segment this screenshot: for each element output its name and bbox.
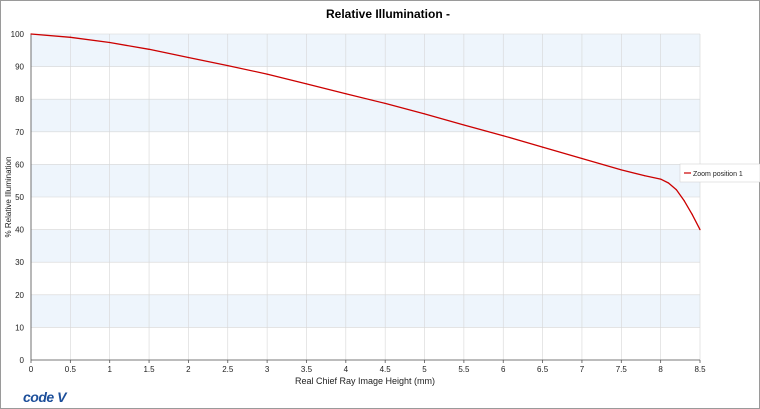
y-tick-label: 70 — [15, 128, 24, 137]
x-tick-label: 2 — [186, 365, 191, 374]
x-tick-label: 7.5 — [616, 365, 628, 374]
x-tick-label: 8 — [658, 365, 663, 374]
x-tick-label: 4.5 — [380, 365, 392, 374]
data-point — [227, 65, 229, 67]
data-point — [502, 135, 504, 137]
data-point — [423, 113, 426, 115]
data-point — [620, 169, 622, 171]
data-point — [187, 56, 190, 59]
data-point — [109, 41, 111, 44]
data-point — [384, 102, 386, 105]
grid-band — [31, 34, 700, 67]
x-tick-label: 8.5 — [694, 365, 706, 374]
data-point — [667, 182, 670, 184]
data-point — [691, 213, 693, 215]
data-point — [699, 229, 701, 231]
y-tick-label: 40 — [15, 226, 24, 235]
x-tick-label: 3.5 — [301, 365, 313, 374]
y-tick-label: 50 — [15, 193, 24, 202]
x-tick-label: 1.5 — [143, 365, 155, 374]
x-tick-label: 0.5 — [65, 365, 77, 374]
data-point — [463, 124, 465, 126]
x-tick-label: 4 — [344, 365, 349, 374]
data-point — [581, 157, 583, 160]
x-tick-label: 5.5 — [458, 365, 470, 374]
data-point — [644, 175, 646, 177]
legend-label: Zoom position 1 — [693, 171, 743, 178]
x-axis-label: Real Chief Ray Image Height (mm) — [295, 376, 435, 386]
data-point — [675, 189, 677, 191]
data-point — [541, 146, 544, 148]
y-tick-label: 80 — [15, 95, 24, 104]
data-point — [660, 178, 662, 180]
x-tick-label: 5 — [422, 365, 427, 374]
x-tick-label: 0 — [29, 365, 34, 374]
y-tick-label: 100 — [11, 30, 25, 39]
data-point — [266, 73, 268, 75]
chart-title: Relative Illumination - — [326, 7, 450, 21]
x-tick-label: 3 — [265, 365, 270, 374]
x-tick-label: 7 — [580, 365, 585, 374]
y-tick-label: 60 — [15, 160, 24, 169]
y-axis-label: % Relative Illumination — [4, 157, 13, 238]
grid-band — [31, 99, 700, 132]
y-tick-label: 10 — [15, 323, 24, 332]
data-point — [305, 83, 308, 85]
y-tick-label: 90 — [15, 63, 24, 72]
x-tick-label: 6.5 — [537, 365, 549, 374]
y-tick-label: 30 — [15, 258, 24, 267]
grid-band — [31, 164, 700, 197]
grid-band — [31, 229, 700, 263]
data-point — [148, 48, 150, 50]
y-tick-label: 0 — [20, 356, 25, 365]
y-tick-label: 20 — [15, 291, 24, 300]
data-point — [345, 93, 347, 95]
legend: Zoom position 1 — [679, 163, 760, 183]
data-point — [69, 36, 71, 38]
data-point — [30, 33, 32, 35]
codev-logo: code V — [23, 389, 66, 405]
data-point — [683, 200, 685, 202]
grid-band — [31, 294, 700, 328]
x-tick-label: 6 — [501, 365, 506, 374]
x-tick-label: 2.5 — [222, 365, 234, 374]
x-tick-label: 1 — [107, 365, 112, 374]
